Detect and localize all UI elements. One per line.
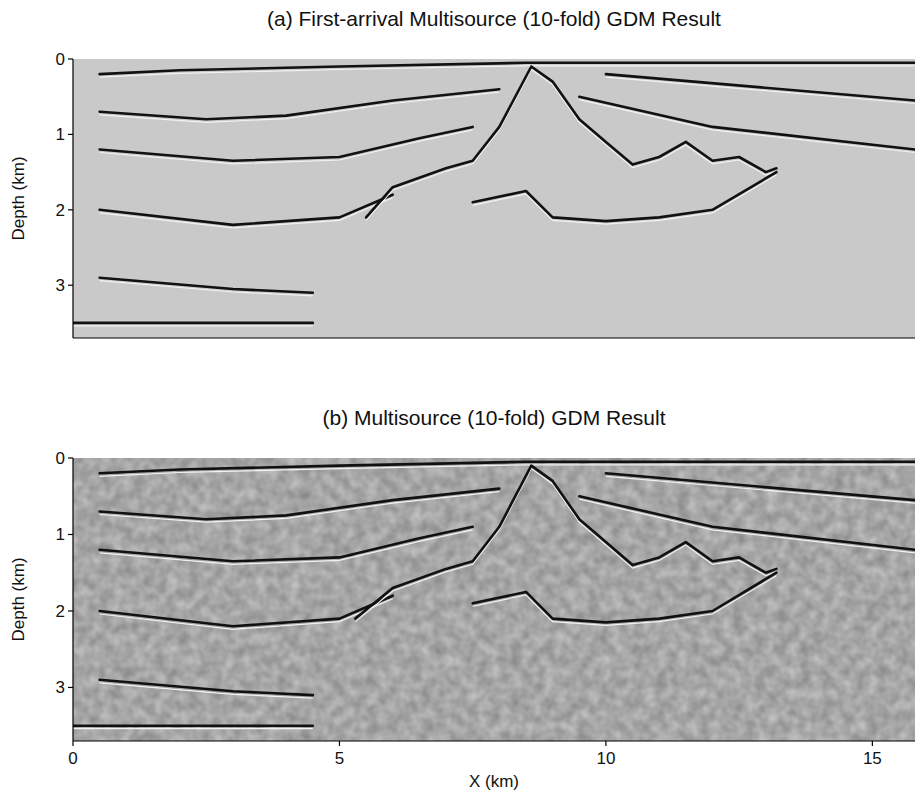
x-axis-title: X (km) bbox=[469, 772, 519, 791]
y-axis-title: Depth (km) bbox=[9, 156, 28, 240]
reflector-halo bbox=[355, 469, 776, 622]
y-tick-label: 1 bbox=[56, 125, 65, 144]
x-tick-label: 10 bbox=[596, 749, 615, 768]
y-tick bbox=[68, 687, 73, 688]
x-tick bbox=[872, 741, 873, 746]
reflector-halo bbox=[73, 325, 313, 326]
reflector bbox=[100, 489, 500, 520]
reflector bbox=[100, 278, 313, 293]
x-axis-line bbox=[73, 337, 915, 338]
panel-title: (a) First-arrival Multisource (10-fold) … bbox=[267, 7, 721, 30]
y-tick-label: 2 bbox=[56, 201, 65, 220]
y-tick bbox=[68, 610, 73, 611]
y-axis-line bbox=[72, 59, 73, 338]
reflector bbox=[100, 527, 473, 562]
y-tick bbox=[68, 209, 73, 210]
y-tick bbox=[68, 285, 73, 286]
reflector bbox=[100, 127, 473, 161]
reflector bbox=[100, 462, 915, 474]
reflector-halo bbox=[73, 728, 313, 729]
plot-area bbox=[73, 458, 915, 741]
y-tick-label: 2 bbox=[56, 602, 65, 621]
reflector bbox=[473, 172, 777, 221]
reflector bbox=[73, 724, 313, 727]
x-tick bbox=[605, 741, 606, 746]
y-tick bbox=[68, 134, 73, 135]
panel: (a) First-arrival Multisource (10-fold) … bbox=[9, 7, 915, 338]
reflector-halo bbox=[100, 281, 313, 296]
y-tick-label: 0 bbox=[56, 449, 65, 468]
reflector bbox=[100, 195, 393, 225]
reflector bbox=[606, 473, 915, 500]
x-tick bbox=[339, 741, 340, 746]
reflector-halo bbox=[100, 66, 915, 77]
y-axis-line bbox=[72, 458, 73, 741]
y-tick-label: 1 bbox=[56, 525, 65, 544]
reflector bbox=[73, 322, 313, 325]
reflector bbox=[473, 573, 777, 623]
x-tick-label: 5 bbox=[335, 749, 344, 768]
y-axis-title: Depth (km) bbox=[9, 557, 28, 641]
reflector bbox=[100, 63, 915, 74]
reflector bbox=[100, 596, 393, 627]
y-tick-label: 3 bbox=[56, 678, 65, 697]
image-background bbox=[73, 59, 915, 338]
reflector bbox=[579, 97, 915, 150]
panel: (b) Multisource (10-fold) GDM Result 0 1 2 3… bbox=[9, 406, 915, 791]
reflector bbox=[606, 74, 915, 100]
y-tick bbox=[68, 58, 73, 59]
x-tick bbox=[72, 741, 73, 746]
reflector-halo bbox=[606, 476, 915, 503]
image-background bbox=[73, 458, 915, 741]
reflector bbox=[100, 680, 313, 695]
reflector-halo bbox=[100, 683, 313, 698]
reflector bbox=[579, 496, 915, 550]
y-tick-label: 0 bbox=[56, 50, 65, 69]
x-tick-label: 15 bbox=[863, 749, 882, 768]
reflector-halo bbox=[100, 465, 915, 477]
reflector bbox=[100, 89, 500, 119]
y-tick-label: 3 bbox=[56, 276, 65, 295]
reflector bbox=[355, 466, 776, 619]
y-tick bbox=[68, 534, 73, 535]
reflector bbox=[366, 67, 776, 218]
x-tick-label: 0 bbox=[68, 749, 77, 768]
x-axis-line bbox=[73, 740, 915, 741]
plot-area bbox=[73, 59, 915, 338]
reflector-halo bbox=[606, 77, 915, 103]
y-tick bbox=[68, 457, 73, 458]
figure: (a) First-arrival Multisource (10-fold) … bbox=[0, 0, 920, 801]
panel-title: (b) Multisource (10-fold) GDM Result bbox=[322, 406, 665, 429]
image-texture bbox=[73, 458, 915, 741]
reflector-halo bbox=[366, 70, 776, 221]
